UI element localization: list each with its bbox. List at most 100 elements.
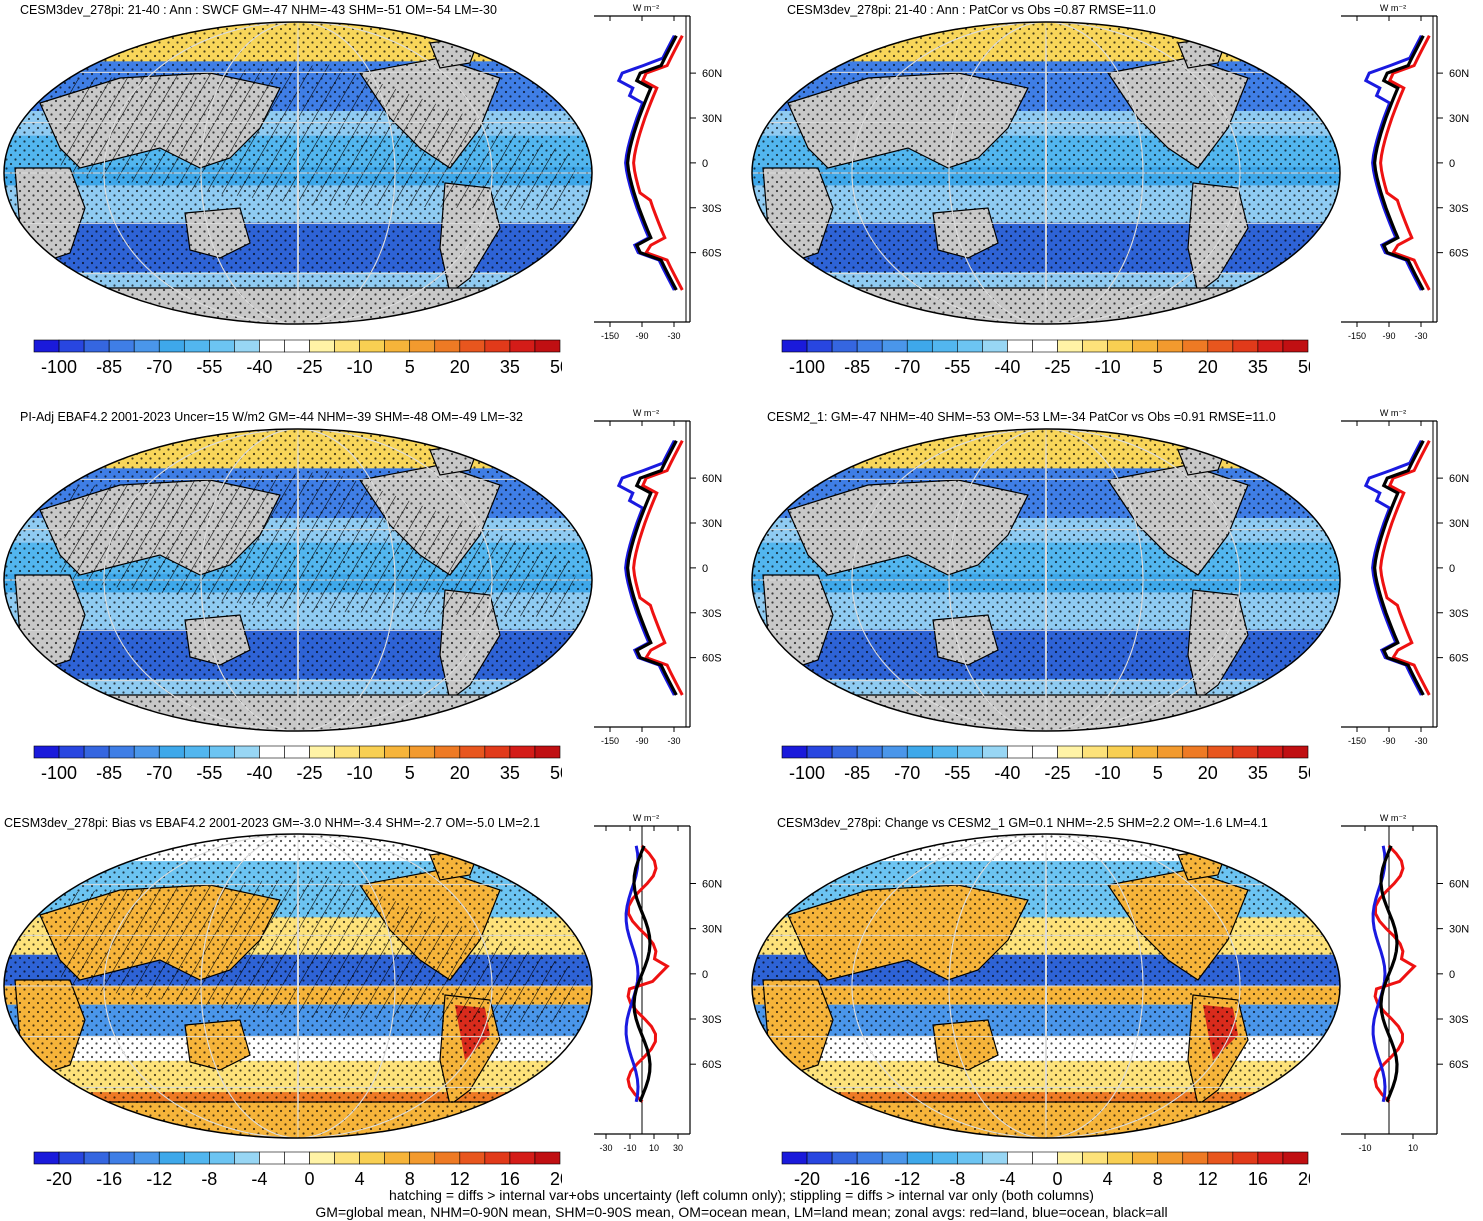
colorbar-label: -8	[201, 1169, 217, 1189]
colorbar-swatch	[1132, 1151, 1159, 1165]
colorbar-label: -55	[944, 357, 970, 377]
colorbar-swatch	[284, 745, 310, 759]
colorbar-swatch	[906, 339, 933, 353]
colorbar-swatch	[781, 1151, 808, 1165]
zonal-x-tick-label: 10	[1408, 1143, 1418, 1153]
colorbar-swatch	[1207, 745, 1234, 759]
colorbar-label: -85	[96, 763, 122, 783]
colorbar-swatch	[434, 1151, 461, 1165]
colorbar-swatch	[1182, 339, 1209, 353]
colorbar-swatch	[509, 339, 536, 353]
colorbar-swatch	[534, 745, 561, 759]
zonal-lat-tick-label: 30N	[702, 518, 722, 530]
colorbar-swatch	[1157, 339, 1184, 353]
colorbar-p1: -100 -85 -70 -55 -40 -25 -10 5 20 35 50	[33, 339, 562, 377]
colorbar-label: -55	[944, 763, 970, 783]
colorbar-swatch	[1232, 339, 1259, 353]
colorbar-swatch	[881, 339, 908, 353]
colorbar-swatch	[58, 339, 85, 353]
zonal-lat-tick-label: 30N	[1449, 924, 1469, 936]
zonal-x-tick-label: -90	[635, 736, 648, 746]
zonal-x-tick-label: -30	[667, 331, 680, 341]
colorbar-swatch	[209, 745, 235, 759]
zonal-lat-tick-label: 30S	[1449, 203, 1469, 215]
colorbar-label: -25	[297, 357, 323, 377]
colorbar-label: 5	[1153, 357, 1163, 377]
colorbar-swatch	[1107, 1151, 1133, 1165]
colorbar-swatch	[209, 339, 235, 353]
colorbar-swatch	[1282, 1151, 1309, 1165]
colorbar-label: -70	[146, 357, 172, 377]
zonal-unit-label: W m⁻²	[1380, 408, 1406, 418]
colorbar-label: 50	[1298, 357, 1310, 377]
colorbar-label: -25	[1045, 357, 1071, 377]
colorbar-swatch	[831, 745, 858, 759]
zonal-mean-plot-p6: W m⁻² -10 10 60N 30N 0 30S 60S	[1341, 813, 1469, 1153]
colorbar-swatch	[881, 745, 908, 759]
zonal-land-series	[1379, 440, 1431, 696]
panel-title-p1: CESM3dev_278pi: 21-40 : Ann : SWCF GM=-4…	[20, 3, 497, 17]
colorbar-swatch	[1157, 1151, 1184, 1165]
map-panel-p6	[751, 833, 1341, 1139]
zonal-land-series	[626, 844, 670, 1103]
colorbar-label: 20	[450, 357, 470, 377]
colorbar-label: -8	[949, 1169, 965, 1189]
zonal-ocean-series	[616, 35, 676, 291]
colorbar-swatch	[484, 745, 511, 759]
zonal-all-series	[625, 34, 678, 291]
colorbar-swatch	[1082, 1151, 1108, 1165]
colorbar-label: -70	[894, 357, 920, 377]
colorbar-label: -40	[246, 763, 272, 783]
colorbar-label: 4	[355, 1169, 365, 1189]
zonal-ocean-series	[1371, 845, 1387, 1103]
colorbar-swatch	[957, 339, 983, 353]
colorbar-label: 35	[1248, 357, 1268, 377]
colorbar-swatch	[83, 339, 110, 353]
colorbar-swatch	[1007, 745, 1033, 759]
zonal-land-series	[1373, 844, 1417, 1103]
footer-line-2: GM=global mean, NHM=0-90N mean, SHM=0-90…	[315, 1204, 1168, 1220]
colorbar-swatch	[781, 745, 808, 759]
colorbar-label: 50	[1298, 763, 1310, 783]
colorbar-label: -85	[96, 357, 122, 377]
colorbar-label: -70	[894, 763, 920, 783]
colorbar-label: -4	[999, 1169, 1015, 1189]
colorbar-swatch	[384, 1151, 411, 1165]
colorbar-swatch	[33, 745, 60, 759]
zonal-lat-tick-label: 30S	[1449, 608, 1469, 620]
colorbar-label: -12	[894, 1169, 920, 1189]
colorbar-swatch	[1107, 339, 1133, 353]
zonal-ocean-series	[616, 440, 676, 696]
zonal-lat-tick-label: 30S	[702, 1014, 722, 1026]
colorbar-swatch	[1257, 1151, 1284, 1165]
panel-title-p6: CESM3dev_278pi: Change vs CESM2_1 GM=0.1…	[777, 816, 1268, 830]
zonal-lat-tick-label: 30S	[702, 608, 722, 620]
colorbar-swatch	[1157, 745, 1184, 759]
colorbar-swatch	[957, 745, 983, 759]
colorbar-label: 16	[500, 1169, 520, 1189]
colorbar-swatch	[906, 1151, 933, 1165]
colorbar-swatch	[1282, 745, 1309, 759]
colorbar-swatch	[58, 1151, 85, 1165]
colorbar-swatch	[534, 1151, 561, 1165]
colorbar-swatch	[384, 745, 411, 759]
colorbar-swatch	[158, 745, 185, 759]
zonal-x-tick-label: -150	[1348, 736, 1366, 746]
colorbar-swatch	[108, 745, 135, 759]
colorbar-swatch	[1032, 339, 1058, 353]
zonal-lat-tick-label: 0	[702, 969, 708, 981]
colorbar-swatch	[1257, 339, 1284, 353]
colorbar-p3: -100 -85 -70 -55 -40 -25 -10 5 20 35 50	[33, 745, 562, 783]
colorbar-label: -16	[844, 1169, 870, 1189]
colorbar-swatch	[1007, 1151, 1033, 1165]
colorbar-swatch	[781, 339, 808, 353]
zonal-mean-plot-p3: W m⁻² -150 -90 -30 60N 30N 0 30S 60S	[594, 408, 722, 746]
zonal-ocean-series	[1363, 440, 1423, 696]
colorbar-label: -25	[1045, 763, 1071, 783]
colorbar-swatch	[434, 745, 461, 759]
colorbar-label: 12	[450, 1169, 470, 1189]
zonal-x-tick-label: -150	[601, 736, 619, 746]
colorbar-swatch	[982, 745, 1008, 759]
colorbar-swatch	[856, 339, 883, 353]
colorbar-swatch	[334, 339, 360, 353]
